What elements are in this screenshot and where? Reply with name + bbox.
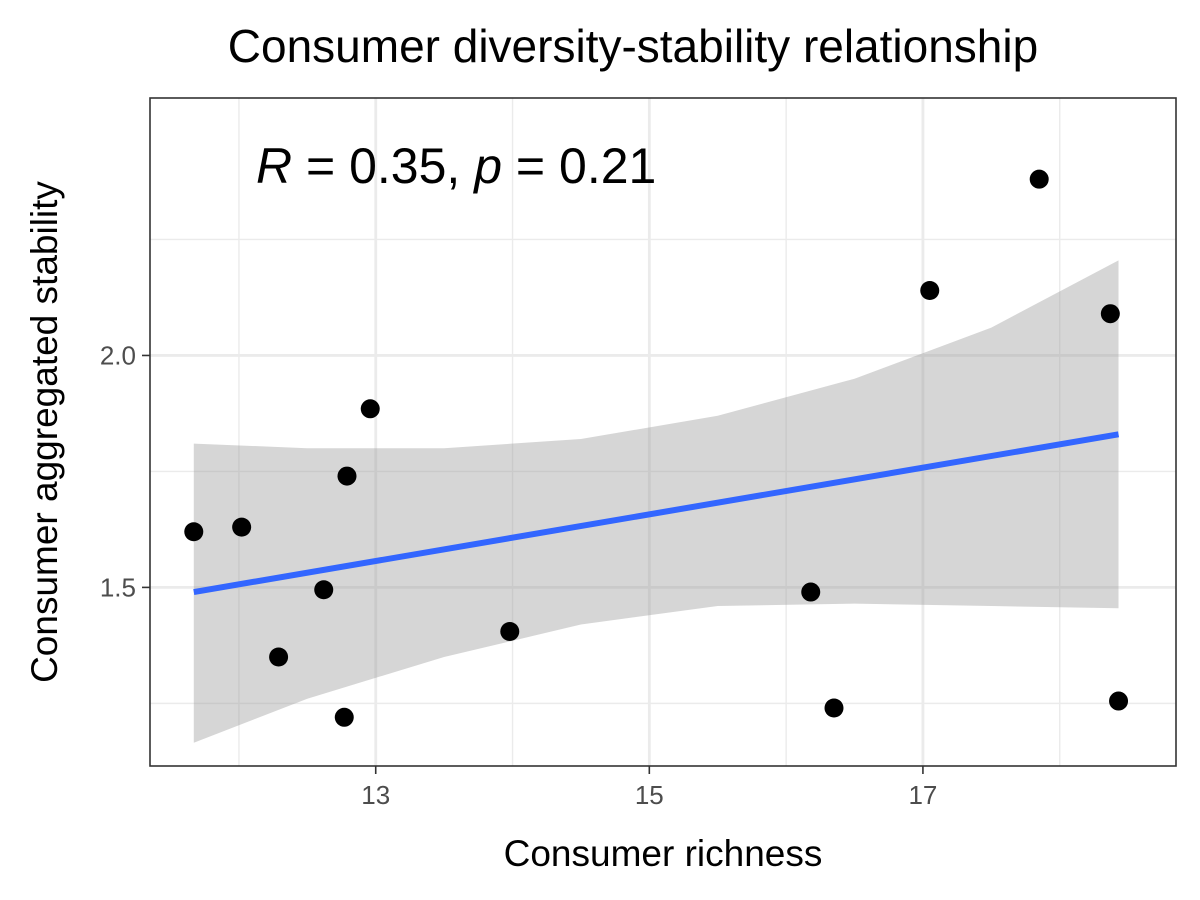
p-label: p [472,138,502,194]
data-point [334,707,354,727]
data-point [360,399,380,419]
data-point [920,281,940,301]
data-point [1100,304,1120,324]
x-tick-label: 17 [908,780,937,810]
x-axis-ticks: 13 15 17 [361,766,937,810]
minor-gridlines [150,98,1176,766]
p-value: 0.21 [559,138,656,194]
data-point [314,580,334,600]
panel-border [149,97,1177,767]
data-point [824,698,844,718]
data-point [184,522,204,542]
chart-title: Consumer diversity-stability relationshi… [228,20,1038,72]
panel-background [150,98,1176,766]
r-equals: = [292,138,349,194]
regression-line [193,431,1120,595]
x-axis-title: Consumer richness [504,833,823,874]
confidence-band [193,260,1119,743]
data-point [801,582,821,602]
data-point [269,647,289,667]
data-point [232,517,252,537]
y-axis-title: Consumer aggregated stability [24,181,65,683]
data-point [1109,691,1129,711]
r-value: 0.35 [349,138,446,194]
annotation-separator: , [446,138,474,194]
data-points [184,169,1129,727]
x-tick-label: 13 [361,780,390,810]
r-label: R [256,138,292,194]
data-point [337,466,357,486]
y-axis-ticks: 1.5 2.0 [100,340,150,602]
data-point [1029,169,1049,189]
data-point [500,621,520,641]
correlation-annotation: R = 0.35, p = 0.21 [256,138,656,194]
x-tick-label: 15 [635,780,664,810]
p-equals: = [502,138,559,194]
y-tick-label: 1.5 [100,572,136,602]
y-tick-label: 2.0 [100,340,136,370]
